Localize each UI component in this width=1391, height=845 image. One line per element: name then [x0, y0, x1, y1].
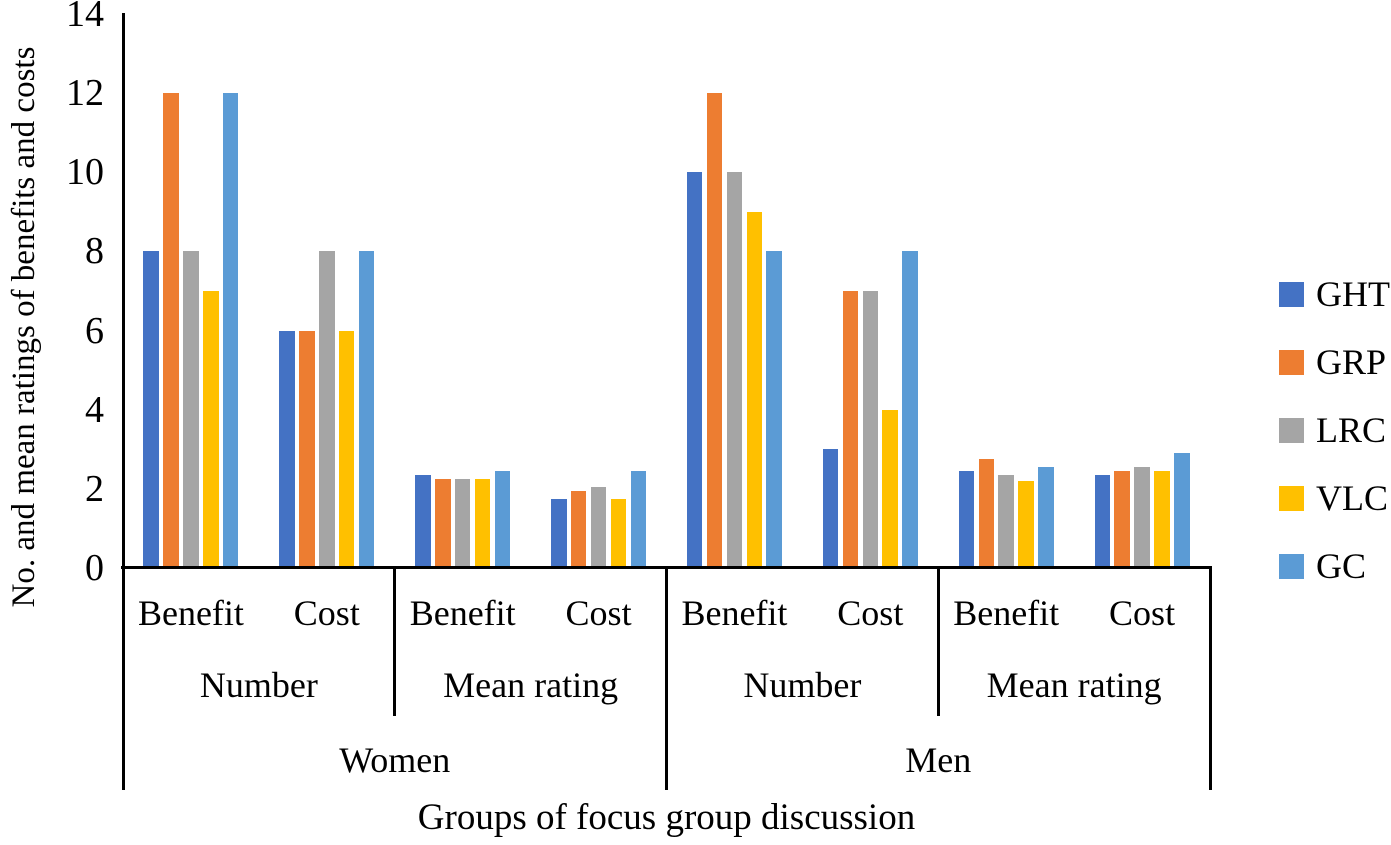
bar-lrc-cat0: [183, 251, 199, 568]
bar-vlc-cat4: [746, 211, 763, 568]
y-tick-label: 2: [85, 467, 104, 510]
bar-ght-cat0: [143, 251, 159, 568]
bar-gc-cat5: [902, 251, 918, 568]
category-gender-label-women: Women: [339, 740, 451, 780]
bar-ght-cat5: [822, 449, 839, 568]
y-tick-label: 4: [85, 388, 104, 431]
bar-gc-cat4: [766, 251, 782, 568]
bar-grp-cat3: [570, 490, 587, 568]
category-label-cost-3: Cost: [565, 593, 632, 633]
bar-vlc-cat7: [1154, 471, 1170, 568]
legend-item-gc: GC: [1279, 545, 1366, 587]
legend-swatch-vlc: [1279, 485, 1304, 511]
bar-gc-cat3: [630, 471, 647, 568]
legend-swatch-grp: [1279, 349, 1304, 375]
legend-item-vlc: VLC: [1279, 477, 1388, 519]
x-axis-line: [121, 566, 1212, 569]
bar-lrc-cat5: [862, 291, 879, 568]
category-gender-label-men: Men: [905, 740, 972, 780]
x-axis-title: Groups of focus group discussion: [417, 797, 916, 838]
legend-item-ght: GHT: [1279, 273, 1390, 315]
bar-grp-cat7: [1114, 471, 1130, 568]
bar-vlc-cat0: [203, 291, 219, 568]
category-label-benefit-0: Benefit: [137, 593, 244, 633]
bar-vlc-cat5: [882, 409, 898, 568]
category-group-label-number: Number: [199, 665, 318, 705]
category-label-cost-7: Cost: [1109, 593, 1176, 633]
bar-vlc-cat6: [1018, 480, 1034, 568]
bar-vlc-cat2: [474, 478, 491, 568]
category-group-label-number: Number: [743, 665, 862, 705]
bar-grp-cat4: [706, 93, 723, 568]
y-axis-line: [121, 13, 125, 790]
bar-gc-cat1: [358, 251, 375, 568]
legend-swatch-lrc: [1279, 417, 1304, 443]
bar-vlc-cat1: [338, 330, 355, 568]
legend-item-lrc: LRC: [1279, 409, 1386, 451]
y-tick-label: 6: [85, 309, 104, 352]
category-label-benefit-2: Benefit: [409, 593, 516, 633]
y-tick-label: 8: [85, 230, 104, 273]
bar-ght-cat2: [415, 475, 431, 568]
bar-lrc-cat1: [319, 251, 335, 568]
bar-gc-cat0: [222, 93, 239, 568]
bar-lrc-cat6: [998, 475, 1014, 568]
category-label-benefit-4: Benefit: [681, 593, 788, 633]
y-tick-label: 14: [66, 0, 104, 36]
bar-ght-cat7: [1094, 475, 1110, 568]
y-tick-label: 12: [66, 72, 104, 115]
bar-ght-cat1: [279, 330, 295, 568]
bar-lrc-cat2: [454, 478, 471, 568]
category-label-cost-1: Cost: [293, 593, 360, 633]
bar-gc-cat7: [1174, 453, 1190, 568]
bar-ght-cat4: [686, 172, 703, 568]
y-tick-label: 10: [66, 151, 104, 194]
category-group-label-mean-rating: Mean rating: [443, 665, 619, 705]
legend-label-gc: GC: [1316, 546, 1367, 586]
category-group-label-mean-rating: Mean rating: [986, 665, 1162, 705]
bar-vlc-cat3: [610, 498, 627, 568]
bar-grp-cat1: [299, 330, 315, 568]
bar-grp-cat0: [163, 93, 179, 568]
bar-gc-cat2: [494, 471, 511, 568]
bar-grp-cat6: [978, 459, 995, 568]
bar-lrc-cat3: [590, 486, 607, 568]
bar-gc-cat6: [1038, 467, 1054, 568]
bar-ght-cat3: [551, 498, 567, 568]
y-tick-label: 0: [85, 547, 104, 589]
legend-label-grp: GRP: [1316, 342, 1387, 382]
legend-label-ght: GHT: [1316, 274, 1390, 314]
bar-grp-cat5: [842, 291, 859, 568]
measure-separator-line-women: [393, 568, 397, 716]
measure-separator-line-men: [936, 568, 940, 716]
legend-swatch-ght: [1279, 281, 1304, 307]
legend-item-grp: GRP: [1279, 341, 1386, 383]
bar-ght-cat6: [958, 471, 975, 568]
legend-label-vlc: VLC: [1316, 478, 1388, 518]
category-outer-right-line: [1208, 568, 1212, 790]
gender-separator-line: [665, 568, 668, 790]
bar-grp-cat2: [435, 478, 451, 568]
legend-swatch-gc: [1279, 553, 1304, 579]
legend-label-lrc: LRC: [1316, 410, 1387, 450]
category-label-cost-5: Cost: [837, 593, 904, 633]
bar-lrc-cat4: [726, 172, 743, 568]
category-label-benefit-6: Benefit: [953, 593, 1060, 633]
bar-lrc-cat7: [1134, 467, 1150, 568]
